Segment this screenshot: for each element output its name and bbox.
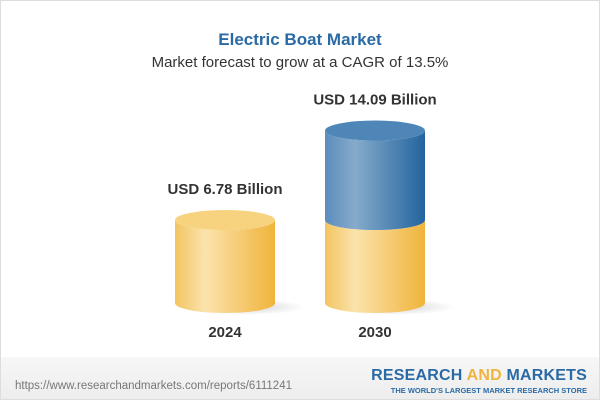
logo-text: MARKETS	[501, 367, 587, 384]
research-and-markets-logo: RESEARCH AND MARKETS THE WORLD'S LARGEST…	[371, 367, 587, 395]
logo-tagline: THE WORLD'S LARGEST MARKET RESEARCH STOR…	[390, 386, 587, 395]
bar-2030-growth-top	[325, 120, 425, 141]
chart-subtitle: Market forecast to grow at a CAGR of 13.…	[151, 54, 449, 71]
data-label: USD 6.78 Billion	[167, 181, 282, 198]
category-label: 2030	[358, 324, 391, 341]
footer: https://www.researchandmarkets.com/repor…	[1, 357, 599, 399]
logo-text-and: AND	[466, 367, 502, 384]
bar-2030-growth-body	[325, 130, 425, 231]
source-url[interactable]: https://www.researchandmarkets.com/repor…	[15, 380, 292, 392]
category-label: 2024	[208, 324, 242, 341]
data-label: USD 14.09 Billion	[313, 92, 436, 109]
chart-title: Electric Boat Market	[218, 30, 382, 49]
logo-text: RESEARCH	[371, 367, 467, 384]
bar-2024-body	[175, 220, 275, 313]
bar-2030-base-body	[325, 220, 425, 313]
bar-2024-top	[175, 210, 275, 231]
